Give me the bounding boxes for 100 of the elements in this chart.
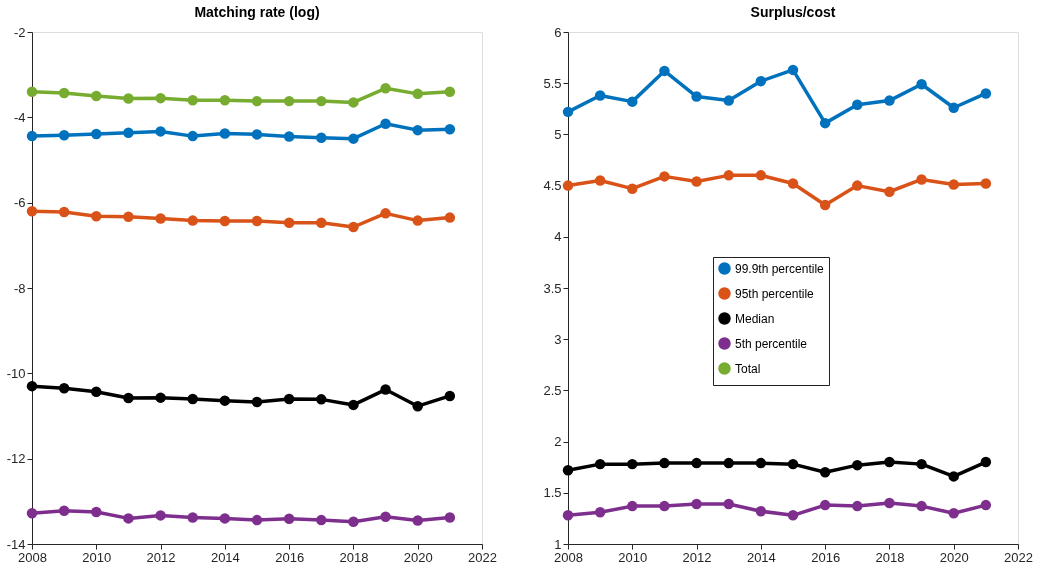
point — [916, 500, 927, 512]
point — [26, 130, 38, 142]
point — [948, 508, 959, 519]
point — [659, 171, 670, 182]
point — [412, 215, 423, 226]
point — [884, 497, 895, 509]
point — [123, 127, 134, 138]
point — [787, 178, 799, 189]
point — [187, 95, 198, 106]
y-tick-label: -2 — [13, 24, 26, 40]
point — [755, 75, 767, 87]
point — [187, 215, 198, 226]
point — [26, 205, 38, 217]
point — [155, 92, 166, 104]
x-tick-label: 2018 — [339, 549, 369, 565]
point — [380, 384, 391, 395]
point — [916, 78, 927, 90]
point — [251, 396, 263, 408]
x-tick-label: 2010 — [618, 549, 648, 565]
point — [691, 176, 702, 187]
point — [91, 506, 102, 518]
y-tick-label: 1 — [554, 536, 562, 552]
point — [412, 515, 423, 526]
point — [316, 95, 327, 107]
point — [219, 128, 231, 139]
point — [412, 400, 423, 412]
x-tick-label: 2020 — [403, 549, 433, 565]
point — [219, 95, 231, 106]
y-tick-label: -14 — [6, 536, 26, 552]
point — [91, 90, 102, 102]
point — [723, 170, 734, 181]
point — [155, 510, 166, 521]
point — [723, 95, 734, 106]
y-tick-label: 1.5 — [543, 485, 562, 501]
point — [219, 513, 231, 524]
x-tick-label: 2012 — [682, 549, 712, 565]
point — [562, 180, 574, 191]
y-tick-label: 3.5 — [543, 280, 562, 296]
point — [444, 390, 456, 402]
point — [562, 510, 574, 521]
x-tick-label: 2008 — [554, 549, 583, 565]
point — [819, 499, 831, 511]
point — [852, 180, 863, 191]
point — [412, 124, 423, 136]
point — [187, 393, 198, 405]
point — [884, 186, 895, 197]
point — [316, 514, 327, 526]
y-tick-label: 2 — [554, 434, 562, 450]
point — [316, 132, 327, 144]
point — [155, 392, 166, 403]
x-tick-label: 2020 — [939, 549, 969, 565]
point — [187, 512, 198, 523]
legend-label: 95th percentile — [735, 286, 815, 301]
point — [444, 212, 456, 223]
y-tick-label: 4.5 — [543, 178, 562, 194]
point — [787, 458, 799, 470]
x-tick-label: 2010 — [82, 549, 112, 565]
point — [187, 130, 198, 142]
point — [26, 380, 38, 392]
point — [916, 458, 927, 470]
point — [723, 457, 734, 469]
point — [155, 213, 166, 224]
point — [380, 511, 391, 522]
y-tick-label: 5 — [554, 126, 562, 142]
point — [380, 83, 391, 94]
y-tick-label: -4 — [13, 109, 26, 125]
point — [755, 506, 767, 517]
point — [691, 91, 702, 102]
point — [980, 456, 992, 468]
point — [283, 217, 295, 228]
point — [219, 395, 231, 406]
y-tick-label: -10 — [6, 365, 26, 381]
point — [594, 175, 606, 186]
point — [348, 97, 359, 108]
point — [348, 399, 359, 411]
point — [219, 215, 231, 227]
y-tick-label: -8 — [13, 280, 26, 296]
point — [852, 99, 863, 110]
point — [58, 87, 70, 99]
point — [91, 386, 102, 397]
chart-title: Surplus/cost — [750, 4, 836, 20]
y-tick-label: 2.5 — [543, 382, 562, 398]
x-tick-label: 2012 — [146, 549, 176, 565]
point — [123, 93, 134, 104]
point — [916, 174, 927, 185]
point — [594, 90, 606, 101]
point — [819, 199, 831, 211]
point — [562, 106, 574, 118]
point — [316, 394, 327, 405]
point — [58, 206, 70, 218]
point — [980, 499, 992, 511]
point — [562, 465, 574, 476]
point — [380, 118, 391, 129]
point — [283, 95, 295, 107]
point — [852, 500, 863, 512]
y-tick-label: -12 — [6, 451, 26, 467]
point — [819, 467, 831, 478]
point — [948, 471, 959, 482]
point — [980, 178, 992, 189]
point — [251, 95, 263, 107]
